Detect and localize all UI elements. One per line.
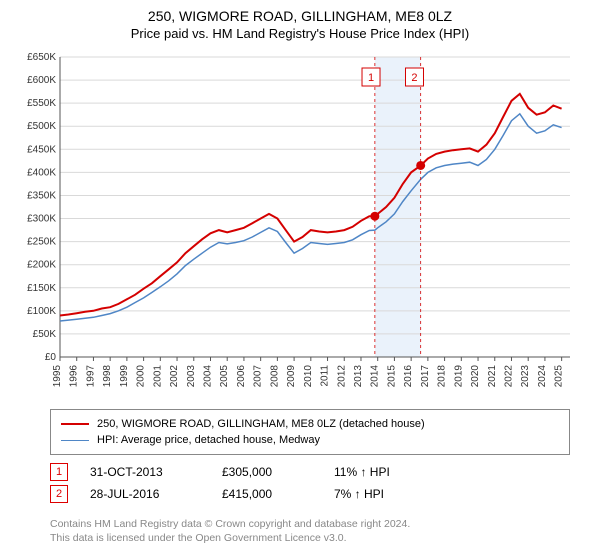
svg-text:£550K: £550K [27,98,56,109]
svg-text:£300K: £300K [27,214,56,225]
svg-text:2008: 2008 [269,365,280,388]
svg-text:1998: 1998 [102,365,113,388]
legend-swatch [61,440,89,441]
marker-row: 1 31-OCT-2013 £305,000 11% ↑ HPI [50,461,570,483]
footer: Contains HM Land Registry data © Crown c… [50,517,570,545]
legend-item: 250, WIGMORE ROAD, GILLINGHAM, ME8 0LZ (… [61,416,559,432]
chart-plot: £0 £50K £100K £150K £200K £250K £300K £350K £400… [20,47,580,407]
svg-text:£450K: £450K [27,144,56,155]
svg-text:2024: 2024 [537,365,548,388]
legend-label: 250, WIGMORE ROAD, GILLINGHAM, ME8 0LZ (… [97,416,425,432]
svg-text:2014: 2014 [370,365,381,388]
marker-row: 2 28-JUL-2016 £415,000 7% ↑ HPI [50,483,570,505]
svg-text:1995: 1995 [52,365,63,388]
legend-item: HPI: Average price, detached house, Medw… [61,432,559,448]
svg-text:2013: 2013 [353,365,364,388]
marker-date: 31-OCT-2013 [90,461,200,483]
svg-text:1996: 1996 [69,365,80,388]
marker-badge: 2 [50,485,68,503]
svg-text:2023: 2023 [520,365,531,388]
svg-text:2007: 2007 [253,365,264,388]
svg-text:£650K: £650K [27,52,56,63]
svg-text:2002: 2002 [169,365,180,388]
chart-subtitle: Price paid vs. HM Land Registry's House … [10,26,590,41]
marker-pct: 11% ↑ HPI [334,461,390,483]
svg-text:1999: 1999 [119,365,130,388]
legend: 250, WIGMORE ROAD, GILLINGHAM, ME8 0LZ (… [50,409,570,455]
svg-text:2021: 2021 [487,365,498,388]
marker-pct: 7% ↑ HPI [334,483,384,505]
svg-text:2010: 2010 [303,365,314,388]
svg-text:2004: 2004 [202,365,213,388]
svg-text:£200K: £200K [27,260,56,271]
marker-date: 28-JUL-2016 [90,483,200,505]
svg-text:2018: 2018 [437,365,448,388]
svg-text:2009: 2009 [286,365,297,388]
footer-line: Contains HM Land Registry data © Crown c… [50,517,570,531]
chart-title: 250, WIGMORE ROAD, GILLINGHAM, ME8 0LZ [10,8,590,24]
svg-text:£400K: £400K [27,167,56,178]
marker-price: £305,000 [222,461,312,483]
svg-text:£600K: £600K [27,75,56,86]
svg-text:2017: 2017 [420,365,431,388]
svg-text:1997: 1997 [85,365,96,388]
svg-text:£150K: £150K [27,283,56,294]
svg-text:2016: 2016 [403,365,414,388]
svg-text:2000: 2000 [136,365,147,388]
svg-text:2003: 2003 [186,365,197,388]
legend-label: HPI: Average price, detached house, Medw… [97,432,320,448]
svg-text:2019: 2019 [453,365,464,388]
svg-text:£500K: £500K [27,121,56,132]
svg-text:2020: 2020 [470,365,481,388]
svg-text:£350K: £350K [27,190,56,201]
svg-text:£50K: £50K [33,329,57,340]
svg-text:£0: £0 [45,352,57,363]
svg-text:2012: 2012 [336,365,347,388]
svg-text:2011: 2011 [320,365,331,387]
svg-text:2015: 2015 [386,365,397,388]
chart-container: 250, WIGMORE ROAD, GILLINGHAM, ME8 0LZ P… [0,0,600,555]
chart-svg: £0 £50K £100K £150K £200K £250K £300K £350K £400… [20,47,580,407]
svg-text:2: 2 [411,72,417,84]
marker-price: £415,000 [222,483,312,505]
marker-badge: 1 [50,463,68,481]
svg-text:2001: 2001 [152,365,163,388]
footer-line: This data is licensed under the Open Gov… [50,531,570,545]
svg-text:£250K: £250K [27,237,56,248]
svg-text:2006: 2006 [236,365,247,388]
svg-text:1: 1 [368,72,374,84]
legend-swatch [61,423,89,425]
svg-text:2005: 2005 [219,365,230,388]
svg-text:£100K: £100K [27,306,56,317]
marker-list: 1 31-OCT-2013 £305,000 11% ↑ HPI 2 28-JU… [50,461,570,505]
svg-text:2022: 2022 [503,365,514,388]
svg-text:2025: 2025 [554,365,565,388]
